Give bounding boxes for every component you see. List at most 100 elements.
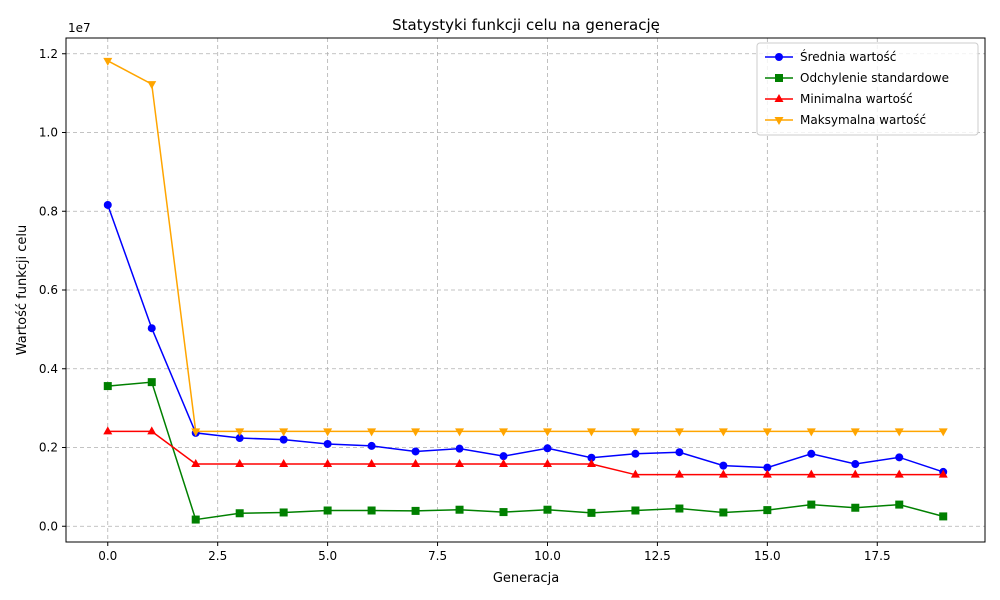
data-point [279,459,289,468]
data-point [499,428,509,437]
data-point [851,503,860,512]
data-point [674,428,684,437]
x-tick-label: 7.5 [428,549,447,563]
data-point [411,459,421,468]
data-point [631,449,640,458]
data-point [279,508,288,517]
data-point [850,469,860,478]
chart-title: Statystyki funkcji celu na generację [392,16,660,34]
data-point [455,459,465,468]
legend-marker [774,117,784,125]
axis-ticks: 0.0 2.5 5.0 7.5 10.0 12.5 15.0 17.5 0.0 0.2 0.4 0.6… [39,47,891,563]
y-axis-offset-label: 1e7 [68,21,91,35]
data-point [367,428,377,437]
legend: Średnia wartość Odchylenie standardowe Min… [756,42,979,136]
data-point [807,449,816,458]
legend-label: Minimalna wartość [800,92,913,106]
data-point [411,506,420,515]
legend-marker [775,74,783,82]
y-tick-label: 1.2 [39,47,58,61]
x-tick-label: 15.0 [754,549,781,563]
y-tick-label: 0.6 [39,283,58,297]
data-point [762,428,772,437]
y-tick-label: 1.0 [39,126,58,140]
data-point [103,382,112,391]
legend-marker [774,94,784,102]
data-point [147,81,157,90]
data-point [191,459,201,468]
data-point [939,512,948,521]
series-2 [103,426,948,478]
data-point [103,57,113,66]
data-point [455,428,465,437]
data-point [147,324,156,333]
data-point [895,500,904,509]
data-point [323,459,333,468]
x-axis-label: Generacja [493,571,559,586]
legend-label: Średnia wartość [800,49,896,64]
data-point [235,434,244,443]
data-point [587,508,596,517]
data-point [718,469,728,478]
data-point [807,500,816,509]
x-tick-label: 10.0 [534,549,561,563]
series-line [107,381,944,521]
data-point [103,200,112,209]
legend-label: Odchylenie standardowe [800,71,949,85]
data-point [719,461,728,470]
x-tick-label: 5.0 [318,549,337,563]
data-point [806,428,816,437]
data-point [499,508,508,517]
x-tick-label: 17.5 [864,549,891,563]
y-axis-label: Wartość funkcji celu [15,225,30,356]
series-line [107,430,944,476]
data-point [542,459,552,468]
data-point [367,506,376,515]
data-point [235,509,244,518]
data-point [499,452,508,461]
data-point [674,469,684,478]
y-tick-label: 0.8 [39,204,58,218]
data-point [938,469,948,478]
data-point [763,463,772,472]
data-point [455,444,464,453]
data-point [542,428,552,437]
data-point [850,428,860,437]
data-point [367,459,377,468]
data-point [762,469,772,478]
data-point [191,515,200,524]
data-point [543,505,552,514]
data-point [675,504,684,513]
data-point [718,428,728,437]
data-point [675,448,684,457]
series-1 [103,378,948,524]
data-point [631,506,640,515]
data-point [895,453,904,462]
data-point [279,428,289,437]
x-tick-label: 12.5 [644,549,671,563]
data-point [323,428,333,437]
data-point [719,508,728,517]
data-point [455,505,464,514]
data-point [411,447,420,456]
data-point [586,428,596,437]
y-tick-label: 0.4 [39,362,58,376]
data-point [323,506,332,515]
series-line [107,204,944,473]
y-tick-label: 0.0 [39,519,58,533]
data-point [323,439,332,448]
legend-label: Maksymalna wartość [800,113,926,127]
legend-box [756,42,979,136]
data-point [806,469,816,478]
data-point [411,428,421,437]
data-point [147,426,157,435]
data-point [630,469,640,478]
series-line [107,60,944,433]
series-3 [103,57,948,437]
data-point [367,441,376,450]
data-point [851,460,860,469]
data-point [235,428,245,437]
data-point [147,378,156,387]
y-tick-label: 0.2 [39,441,58,455]
